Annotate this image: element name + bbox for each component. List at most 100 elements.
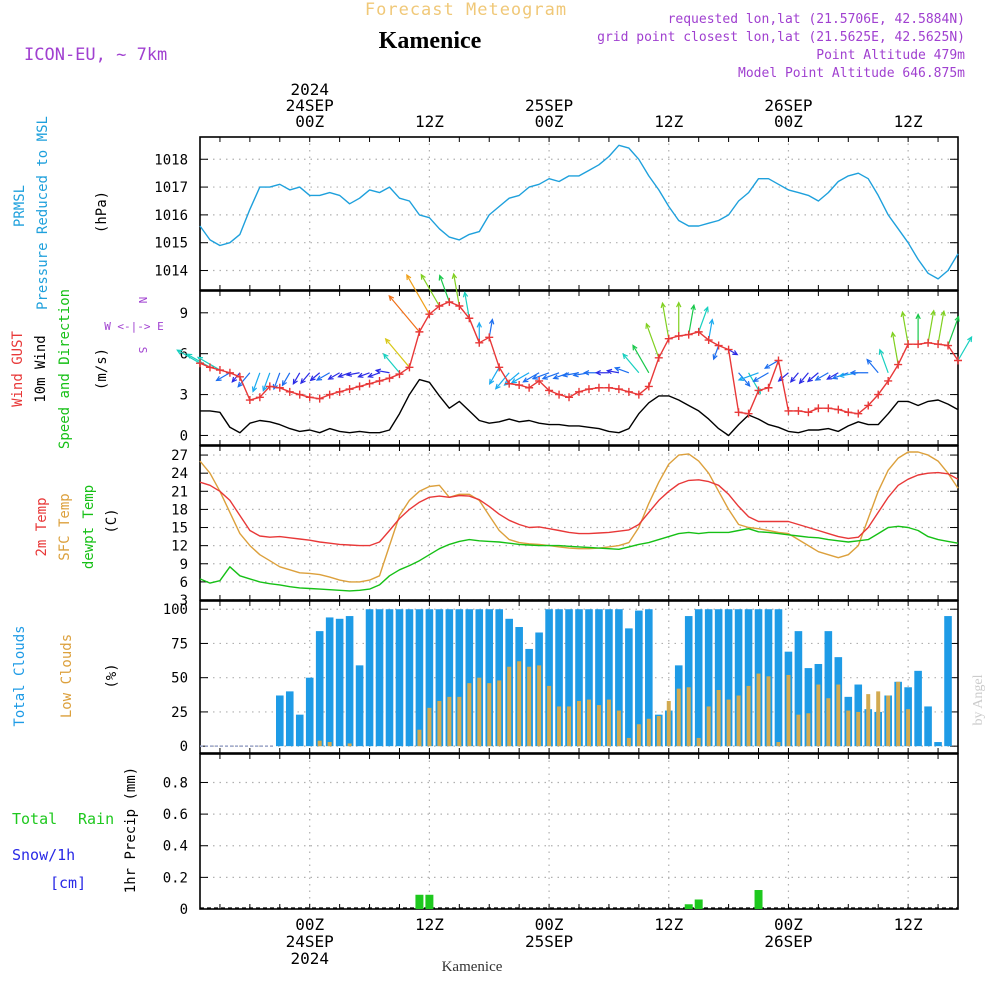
wind-gust-point (485, 333, 494, 342)
wind-gust-point (305, 393, 314, 402)
wind-arrow (866, 359, 879, 374)
wind-arrow-head (462, 291, 469, 298)
cloud-low-bar (596, 705, 601, 747)
wind-arrow-head (890, 331, 896, 338)
panel-temperature: 3 6 9 12 15 18 21 24 27 (171, 445, 959, 609)
wind-10m-line (200, 378, 959, 437)
wind-gust-point (335, 387, 344, 396)
cloud-total-bar (924, 706, 932, 747)
wind-frame (199, 290, 959, 446)
wind-arrow-head (262, 385, 268, 392)
cloud-low-bar (417, 729, 422, 747)
cloud-low-bar (726, 699, 731, 747)
cloud-total-bar (934, 742, 942, 747)
wind-arrow-head (831, 374, 839, 380)
pressure-label-prmsl: PRMSL (12, 185, 28, 227)
wind-gust-point (415, 327, 424, 336)
wind-arrow (511, 372, 530, 384)
cloud-total-bar (704, 609, 713, 747)
cloud-total-bar (455, 609, 464, 747)
cloud-low-bar (487, 683, 492, 747)
wind-arrow (891, 332, 899, 365)
cloud-total-bar (435, 609, 444, 747)
wind-gust-point (724, 345, 733, 354)
cloud-total-bar (635, 610, 643, 747)
wind-arrow-head (541, 374, 548, 380)
cloud-total-bar (824, 631, 833, 747)
wind-arrow (927, 310, 935, 343)
wind-arrow (453, 273, 460, 307)
wind-arrow-head (327, 374, 334, 380)
time-label-bottom: 12Z (894, 915, 923, 934)
wind-arrow-head (337, 372, 344, 378)
cloud-total-bar (335, 618, 344, 747)
temperature-ytick-label: 21 (171, 484, 188, 500)
wind-arrow-head (915, 312, 921, 320)
wind-gust-point (664, 334, 673, 343)
temperature-ytick-label: 27 (171, 448, 188, 464)
wind-arrow-head (967, 335, 973, 343)
wind-arrow-head (900, 310, 906, 318)
panel-pressure: 1014 1015 1016 1017 1018 (154, 136, 959, 291)
pressure-ytick-label: 1014 (154, 264, 188, 280)
wind-arrow (489, 367, 500, 385)
wind-arrow (698, 307, 709, 333)
wind-arrow (316, 372, 330, 381)
wind-gust-point (674, 331, 683, 340)
time-label-bottom: 25SEP (525, 932, 573, 951)
time-label-top: 12Z (415, 112, 444, 131)
wind-ytick-label: 9 (180, 306, 188, 322)
temperature-labels: 2m Temp SFC Temp dewpt Temp (C) (34, 485, 120, 569)
cloud-low-bar (457, 696, 462, 747)
cloud-total-bar (625, 628, 633, 747)
pressure-ytick-label: 1018 (154, 152, 188, 168)
cloud-total-bar (365, 609, 374, 747)
wind-gust-point (235, 372, 244, 381)
wind-gust-point (854, 409, 863, 418)
wind-gust-point (764, 383, 773, 392)
wind-arrow (542, 372, 560, 380)
cloud-low-bar (626, 737, 631, 747)
wind-arrow-head (838, 372, 845, 379)
wind-arrow (376, 369, 390, 374)
wind-gust-point (385, 374, 394, 383)
cloud-total-bar (305, 677, 314, 747)
cloud-total-bar (345, 616, 354, 747)
wind-arrow-head (849, 370, 856, 376)
cloud-low-bar (646, 718, 651, 747)
time-label-bottom: 26SEP (764, 932, 812, 951)
wind-arrow-head (605, 368, 613, 375)
wind-arrow-head (215, 375, 222, 382)
wind-arrow-head (231, 376, 238, 383)
wind-arrow-head (613, 366, 621, 372)
cloud-total-bar (545, 609, 553, 747)
wind-arrow-head (451, 272, 458, 279)
cloud-low-bar (866, 694, 871, 747)
cloud-low-bar (766, 676, 771, 747)
wind-arrow-head (176, 349, 183, 355)
wind-gust-point (265, 382, 274, 391)
wind-arrow-head (814, 375, 821, 381)
wind-gust-point (804, 408, 813, 417)
wind-gust-point (285, 387, 294, 396)
cloud-low-bar (776, 742, 781, 747)
wind-arrow-head (645, 322, 651, 329)
wind-gust-point (205, 363, 214, 372)
pressure-frame (199, 136, 959, 291)
wind-gust-point (495, 363, 504, 372)
wind-arrow-head (806, 376, 813, 383)
cloud-low-bar (527, 666, 532, 747)
cloud-low-bar (656, 716, 661, 747)
panel-wind: 0 3 6 9 (176, 272, 973, 446)
wind-arrow-head (552, 374, 559, 380)
wind-unit: (m/s) (94, 348, 110, 390)
clouds-ytick-label: 75 (171, 636, 188, 652)
dewpt-line (199, 525, 959, 592)
wind-arrow (346, 372, 360, 376)
wind-gust-point (275, 383, 284, 392)
wind-gust-point (295, 390, 304, 399)
wind-arrow-head (281, 380, 287, 387)
wind-gust-point (844, 408, 853, 417)
wind-arrow (439, 275, 450, 303)
temperature-frame (199, 445, 959, 601)
